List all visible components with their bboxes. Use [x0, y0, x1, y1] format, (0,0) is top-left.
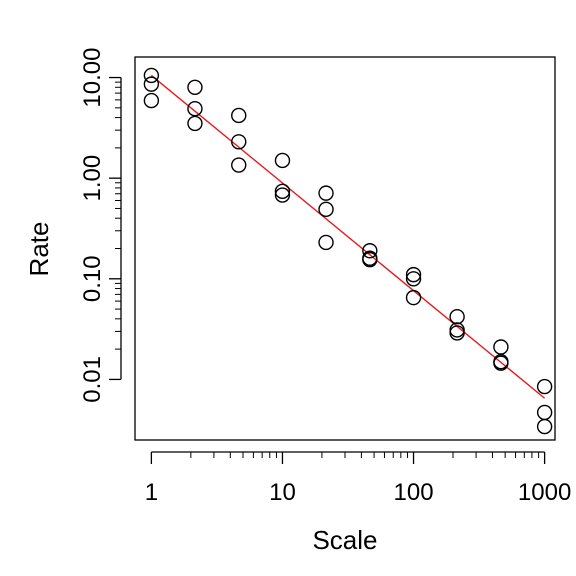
y-axis: 0.01 0.10 1.00 10.00 — [79, 48, 122, 403]
x-axis: 1 10 100 1000 — [145, 451, 571, 506]
data-point — [187, 79, 203, 95]
data-point — [274, 187, 291, 203]
x-tick-label: 10 — [269, 479, 296, 506]
data-point — [449, 325, 465, 341]
data-point — [536, 418, 553, 435]
data-point — [405, 266, 422, 283]
data-point — [274, 183, 291, 200]
data-point — [493, 339, 509, 355]
data-point — [362, 251, 378, 268]
data-point — [362, 243, 378, 259]
data-point — [318, 201, 334, 218]
fit-line — [150, 74, 546, 399]
data-point — [405, 271, 422, 287]
x-tick-label: 1000 — [518, 479, 571, 506]
x-tick-label: 100 — [394, 479, 434, 506]
y-tick-label: 0.01 — [79, 356, 106, 403]
data-point — [231, 107, 247, 124]
points-layer — [143, 67, 553, 435]
y-tick-label: 1.00 — [79, 155, 106, 202]
data-point — [187, 101, 203, 117]
data-point — [318, 185, 334, 201]
fit-line-layer — [150, 74, 546, 399]
data-point — [318, 234, 334, 251]
plot-box — [134, 56, 556, 441]
y-axis-title: Rate — [24, 222, 54, 277]
data-point — [231, 134, 247, 150]
data-point — [143, 67, 160, 84]
x-tick-label: 1 — [145, 479, 158, 506]
data-point — [274, 152, 291, 169]
y-tick-label: 10.00 — [79, 48, 106, 108]
data-point — [187, 115, 203, 132]
data-point — [231, 157, 247, 173]
data-point — [536, 378, 553, 395]
data-point — [493, 355, 509, 371]
data-point — [143, 76, 160, 92]
data-point — [449, 309, 465, 325]
data-point — [143, 92, 160, 109]
data-point — [536, 404, 553, 421]
data-point — [405, 289, 422, 306]
x-axis-title: Scale — [312, 525, 377, 555]
y-tick-label: 0.10 — [79, 255, 106, 302]
